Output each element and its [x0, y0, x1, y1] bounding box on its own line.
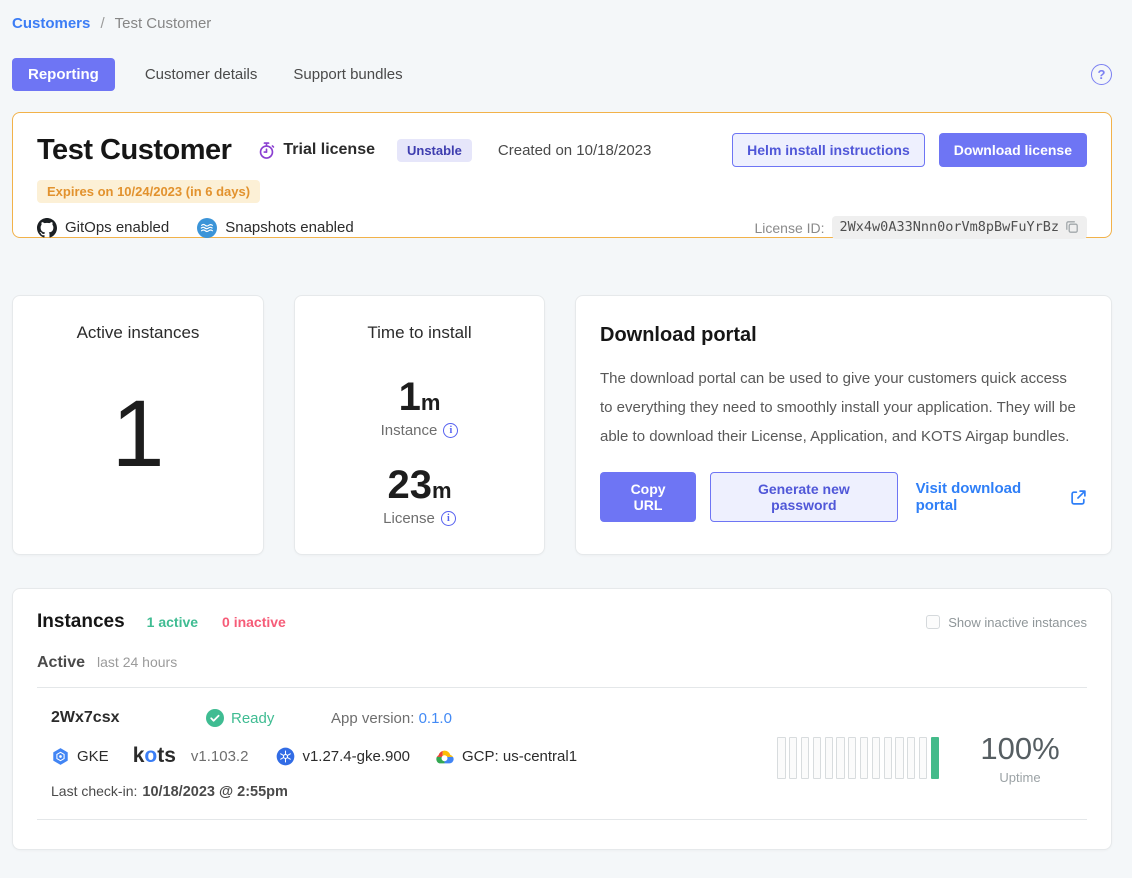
instances-card: Instances 1 active 0 inactive Show inact…	[12, 588, 1112, 850]
license-id-group: License ID: 2Wx4w0A33Nnn0orVm8pBwFuYrBz	[754, 216, 1087, 239]
app-version-link[interactable]: 0.1.0	[418, 709, 452, 727]
copy-license-icon[interactable]	[1065, 220, 1079, 234]
instance-status: Ready	[231, 709, 275, 727]
tab-bar: Reporting Customer details Support bundl…	[12, 58, 1112, 91]
generate-password-button[interactable]: Generate new password	[710, 472, 898, 523]
instance-install-label: Instance	[380, 422, 438, 439]
active-instances-value: 1	[111, 381, 165, 487]
distribution-label: GKE	[77, 747, 109, 765]
tab-reporting[interactable]: Reporting	[12, 58, 115, 91]
tab-customer-details[interactable]: Customer details	[144, 66, 258, 83]
distribution-item: GKE	[51, 747, 109, 766]
gke-icon	[51, 747, 70, 766]
snapshots-label: Snapshots enabled	[225, 219, 354, 236]
uptime-value: 100%	[980, 730, 1060, 766]
kots-logo: kots	[132, 744, 176, 767]
last-checkin-value: 10/18/2023 @ 2:55pm	[142, 784, 288, 800]
snapshots-feature: Snapshots enabled	[197, 217, 354, 238]
instance-row[interactable]: 2Wx7csx Ready App version: 0.1.0	[37, 688, 1087, 800]
show-inactive-toggle[interactable]: Show inactive instances	[926, 615, 1087, 630]
license-id-label: License ID:	[754, 219, 825, 236]
uptime-bars	[777, 736, 939, 779]
show-inactive-label: Show inactive instances	[948, 614, 1087, 630]
help-icon[interactable]: ?	[1091, 64, 1112, 85]
customer-reporting-page: Customers / Test Customer Reporting Cust…	[12, 0, 1112, 850]
kubernetes-icon	[276, 747, 295, 766]
last-checkin-label: Last check-in:	[51, 783, 138, 799]
external-link-icon	[1070, 489, 1087, 506]
instance-install-time: 1	[398, 375, 421, 419]
breadcrumb-separator: /	[100, 15, 105, 32]
uptime-label: Uptime	[999, 769, 1041, 785]
breadcrumb: Customers / Test Customer	[12, 0, 1112, 32]
active-section-label: Active	[37, 654, 86, 671]
breadcrumb-current: Test Customer	[114, 15, 212, 32]
tab-support-bundles[interactable]: Support bundles	[293, 66, 403, 83]
show-inactive-checkbox[interactable]	[926, 615, 941, 629]
divider	[37, 687, 1087, 688]
license-install-label: License	[383, 510, 435, 527]
active-instances-title: Active instances	[76, 323, 200, 342]
customer-summary-card: Test Customer Trial license Unstable Cre…	[12, 112, 1112, 239]
kots-version: v1.103.2	[190, 747, 249, 765]
copy-url-button[interactable]: Copy URL	[600, 472, 697, 523]
ready-check-icon	[206, 709, 224, 727]
created-date: Created on 10/18/2023	[497, 141, 652, 159]
active-count: 1 active	[146, 614, 199, 630]
metrics-row: Active instances 1 Time to install 1m In…	[12, 295, 1112, 555]
time-to-install-card: Time to install 1m Instance i 23m Licens…	[294, 295, 545, 555]
download-portal-title: Download portal	[600, 324, 757, 346]
app-version-label: App version:	[331, 709, 415, 727]
helm-install-instructions-button[interactable]: Helm install instructions	[732, 133, 925, 167]
active-instances-card: Active instances 1	[12, 295, 264, 555]
license-type-label: Trial license	[283, 141, 375, 158]
instance-info-icon[interactable]: i	[443, 423, 459, 438]
trial-timer-icon	[257, 141, 276, 160]
cloud-region-item: GCP: us-central1	[434, 748, 577, 765]
inactive-count: 0 inactive	[222, 614, 286, 630]
download-portal-card: Download portal The download portal can …	[575, 295, 1112, 555]
customer-title: Test Customer	[37, 133, 232, 166]
download-portal-description: The download portal can be used to give …	[600, 370, 1076, 445]
expires-banner: Expires on 10/24/2023 (in 6 days)	[37, 180, 261, 203]
github-icon	[37, 217, 57, 238]
instance-id: 2Wx7csx	[51, 709, 120, 726]
gitops-label: GitOps enabled	[65, 219, 170, 236]
instances-title: Instances	[37, 611, 125, 632]
license-id-value: 2Wx4w0A33Nnn0orVm8pBwFuYrBz	[839, 219, 1059, 235]
license-info-icon[interactable]: i	[440, 511, 456, 526]
license-type: Trial license	[257, 141, 375, 160]
channel-badge: Unstable	[397, 138, 472, 162]
cloud-region: GCP: us-central1	[462, 747, 578, 765]
kots-version-item: kots v1.103.2	[133, 744, 249, 768]
divider	[37, 819, 1087, 820]
download-license-button[interactable]: Download license	[938, 133, 1087, 167]
time-to-install-title: Time to install	[367, 323, 472, 342]
breadcrumb-customers-link[interactable]: Customers	[12, 15, 91, 32]
k8s-version-item: v1.27.4-gke.900	[276, 747, 410, 766]
visit-download-portal-link[interactable]: Visit download portal	[916, 480, 1087, 514]
snapshots-icon	[197, 217, 218, 238]
gitops-feature: GitOps enabled	[37, 217, 170, 238]
license-install-time: 23	[387, 463, 432, 507]
k8s-version: v1.27.4-gke.900	[302, 747, 411, 765]
active-section-range: last 24 hours	[97, 654, 178, 670]
gcp-icon	[434, 749, 455, 764]
